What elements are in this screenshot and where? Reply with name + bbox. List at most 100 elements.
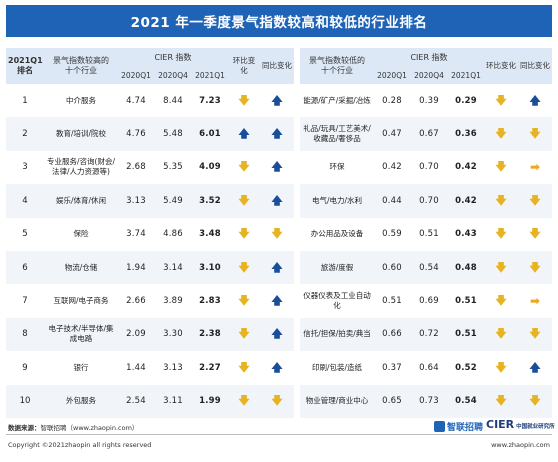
arrow-up-icon: 🡅 bbox=[271, 360, 283, 374]
column-gap bbox=[294, 117, 300, 151]
arrow-down-icon: 🡇 bbox=[238, 260, 250, 274]
high-qoq-change: 🡇 bbox=[228, 84, 260, 118]
column-gap bbox=[294, 250, 300, 285]
low-qoq-change: 🡇 bbox=[484, 217, 518, 251]
high-yoy-change: 🡅 bbox=[260, 284, 294, 318]
index-value: 0.52 bbox=[448, 351, 484, 385]
index-value: 3.11 bbox=[154, 384, 192, 418]
index-value: 0.70 bbox=[410, 150, 448, 185]
column-gap bbox=[294, 84, 300, 118]
zhilian-logo-icon bbox=[434, 421, 445, 432]
rank-cell: 4 bbox=[6, 184, 44, 218]
footer-divider bbox=[6, 434, 552, 435]
high-qoq-change: 🡇 bbox=[228, 250, 260, 285]
low-2021q1-header: 2021Q1 bbox=[448, 68, 484, 84]
table-header: 2021Q1 排名 景气指数较高的 十个行业 CIER 指数 环比变化 同比变化… bbox=[6, 48, 552, 84]
index-value: 0.47 bbox=[374, 117, 410, 151]
column-gap bbox=[294, 184, 300, 218]
low-group-header: 景气指数较低的 十个行业 bbox=[300, 48, 374, 84]
arrow-down-icon: 🡇 bbox=[495, 260, 507, 274]
index-value: 0.59 bbox=[374, 217, 410, 251]
index-value: 0.69 bbox=[410, 284, 448, 318]
index-value: 2.27 bbox=[192, 351, 228, 385]
arrow-down-icon: 🡇 bbox=[495, 127, 507, 141]
rank-cell: 2 bbox=[6, 117, 44, 151]
table-row: 6 物流/仓储 1.94 3.14 3.10 🡇 🡅 旅游/度假 0.60 0.54 0.48 🡇 🡇 bbox=[6, 250, 552, 285]
low-industry-name: 信托/担保/拍卖/典当 bbox=[300, 317, 374, 352]
high-qoq-change: 🡇 bbox=[228, 184, 260, 218]
index-value: 4.74 bbox=[118, 84, 154, 118]
index-value: 0.28 bbox=[374, 84, 410, 118]
low-qoq-change: 🡇 bbox=[484, 351, 518, 385]
low-industry-name: 办公用品及设备 bbox=[300, 217, 374, 251]
index-value: 3.13 bbox=[118, 184, 154, 218]
data-source: 数据来源：智联招聘（www.zhaopin.com） bbox=[8, 422, 138, 432]
index-value: 0.44 bbox=[374, 184, 410, 218]
low-industry-name: 印刷/包装/造纸 bbox=[300, 351, 374, 385]
low-cier-index-header: CIER 指数 bbox=[374, 48, 484, 68]
arrow-down-icon: 🡇 bbox=[238, 327, 250, 341]
high-2020q1-header: 2020Q1 bbox=[118, 68, 154, 84]
cier-logo: CIER 中国就业研究所 bbox=[486, 418, 555, 431]
column-gap bbox=[294, 351, 300, 385]
ranking-table: 2021Q1 排名 景气指数较高的 十个行业 CIER 指数 环比变化 同比变化… bbox=[6, 48, 552, 418]
index-value: 1.94 bbox=[118, 250, 154, 285]
arrow-up-icon: 🡅 bbox=[238, 127, 250, 141]
low-qoq-change: 🡇 bbox=[484, 284, 518, 318]
arrow-down-icon: 🡇 bbox=[238, 227, 250, 241]
index-value: 0.54 bbox=[410, 250, 448, 285]
rank-cell: 9 bbox=[6, 351, 44, 385]
high-yoy-change: 🡅 bbox=[260, 250, 294, 285]
arrow-down-icon: 🡇 bbox=[495, 160, 507, 174]
rank-cell: 8 bbox=[6, 317, 44, 352]
low-yoy-change: 🡅 bbox=[518, 351, 552, 385]
index-value: 7.23 bbox=[192, 84, 228, 118]
arrow-up-icon: 🡅 bbox=[271, 93, 283, 107]
low-yoy-change: ➡ bbox=[518, 284, 552, 318]
arrow-up-icon: 🡅 bbox=[271, 127, 283, 141]
table-row: 9 银行 1.44 3.13 2.27 🡇 🡅 印刷/包装/造纸 0.37 0.64 0.52 🡇 🡅 bbox=[6, 351, 552, 385]
low-yoy-change: 🡇 bbox=[518, 317, 552, 352]
arrow-down-icon: 🡇 bbox=[238, 93, 250, 107]
rank-cell: 1 bbox=[6, 84, 44, 118]
index-value: 8.44 bbox=[154, 84, 192, 118]
high-qoq-change: 🡇 bbox=[228, 284, 260, 318]
high-qoq-change: 🡇 bbox=[228, 217, 260, 251]
low-industry-name: 仪器仪表及工业自动化 bbox=[300, 284, 374, 318]
table-row: 7 互联网/电子商务 2.66 3.89 2.83 🡇 🡅 仪器仪表及工业自动化 0.51 0.6… bbox=[6, 284, 552, 318]
rank-cell: 10 bbox=[6, 384, 44, 418]
index-value: 0.66 bbox=[374, 317, 410, 352]
arrow-down-icon: 🡇 bbox=[495, 193, 507, 207]
rank-cell: 7 bbox=[6, 284, 44, 318]
index-value: 0.37 bbox=[374, 351, 410, 385]
high-industry-name: 保险 bbox=[44, 217, 118, 251]
index-value: 3.48 bbox=[192, 217, 228, 251]
low-2020q1-header: 2020Q1 bbox=[374, 68, 410, 84]
index-value: 2.68 bbox=[118, 150, 154, 185]
index-value: 0.51 bbox=[448, 284, 484, 318]
high-yoy-change: 🡅 bbox=[260, 351, 294, 385]
index-value: 2.09 bbox=[118, 317, 154, 352]
index-value: 4.86 bbox=[154, 217, 192, 251]
arrow-up-icon: 🡅 bbox=[271, 260, 283, 274]
low-qoq-change: 🡇 bbox=[484, 150, 518, 185]
arrow-down-icon: 🡇 bbox=[238, 193, 250, 207]
index-value: 0.48 bbox=[448, 250, 484, 285]
low-qoq-change: 🡇 bbox=[484, 384, 518, 418]
arrow-down-icon: 🡇 bbox=[271, 394, 283, 408]
column-gap bbox=[294, 384, 300, 418]
high-industry-name: 电子技术/半导体/集成电路 bbox=[44, 317, 118, 352]
low-yoy-change: 🡅 bbox=[518, 84, 552, 118]
table-row: 5 保险 3.74 4.86 3.48 🡇 🡇 办公用品及设备 0.59 0.51 0.43 🡇 🡇 bbox=[6, 217, 552, 251]
index-value: 3.13 bbox=[154, 351, 192, 385]
high-yoy-header: 同比变化 bbox=[260, 48, 294, 84]
high-cier-index-header: CIER 指数 bbox=[118, 48, 228, 68]
index-value: 3.89 bbox=[154, 284, 192, 318]
index-value: 3.30 bbox=[154, 317, 192, 352]
index-value: 2.38 bbox=[192, 317, 228, 352]
index-value: 5.48 bbox=[154, 117, 192, 151]
index-value: 0.72 bbox=[410, 317, 448, 352]
arrow-down-icon: 🡇 bbox=[495, 394, 507, 408]
high-industry-name: 银行 bbox=[44, 351, 118, 385]
arrow-down-icon: 🡇 bbox=[529, 227, 541, 241]
